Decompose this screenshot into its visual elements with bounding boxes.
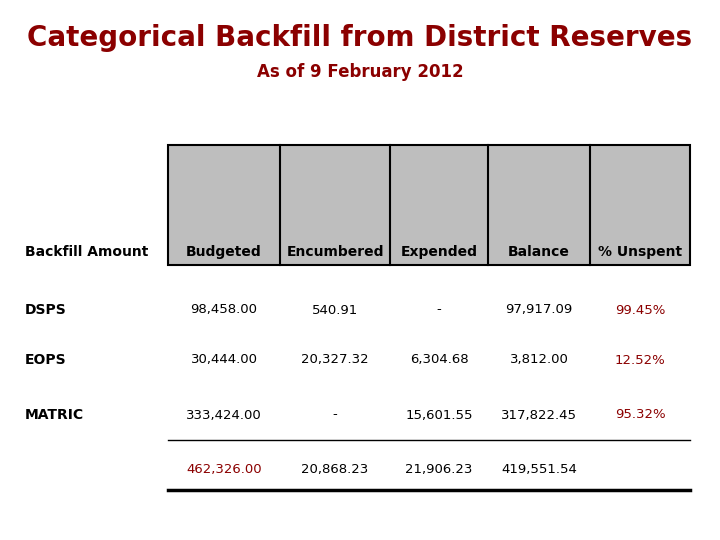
Text: 333,424.00: 333,424.00 <box>186 408 262 422</box>
Text: 97,917.09: 97,917.09 <box>505 303 572 316</box>
Text: 419,551.54: 419,551.54 <box>501 463 577 476</box>
Text: 3,812.00: 3,812.00 <box>510 354 568 367</box>
Text: -: - <box>333 408 338 422</box>
Text: Balance: Balance <box>508 245 570 259</box>
Text: 95.32%: 95.32% <box>615 408 665 422</box>
Text: 30,444.00: 30,444.00 <box>191 354 258 367</box>
Text: Categorical Backfill from District Reserves: Categorical Backfill from District Reser… <box>27 24 693 52</box>
Text: -: - <box>436 303 441 316</box>
Text: Encumbered: Encumbered <box>287 245 384 259</box>
Text: As of 9 February 2012: As of 9 February 2012 <box>257 63 463 81</box>
Bar <box>168 145 690 265</box>
Text: 20,327.32: 20,327.32 <box>301 354 369 367</box>
Text: 462,326.00: 462,326.00 <box>186 463 262 476</box>
Text: 6,304.68: 6,304.68 <box>410 354 468 367</box>
Text: 12.52%: 12.52% <box>615 354 665 367</box>
Text: 317,822.45: 317,822.45 <box>501 408 577 422</box>
Text: 540.91: 540.91 <box>312 303 358 316</box>
Text: Backfill Amount: Backfill Amount <box>25 245 148 259</box>
Text: 20,868.23: 20,868.23 <box>302 463 369 476</box>
Text: Expended: Expended <box>400 245 477 259</box>
Text: MATRIC: MATRIC <box>25 408 84 422</box>
Text: 15,601.55: 15,601.55 <box>405 408 473 422</box>
Text: % Unspent: % Unspent <box>598 245 682 259</box>
Text: 21,906.23: 21,906.23 <box>405 463 473 476</box>
Text: 99.45%: 99.45% <box>615 303 665 316</box>
Text: 98,458.00: 98,458.00 <box>191 303 258 316</box>
Text: DSPS: DSPS <box>25 303 67 317</box>
Text: EOPS: EOPS <box>25 353 67 367</box>
Text: Budgeted: Budgeted <box>186 245 262 259</box>
